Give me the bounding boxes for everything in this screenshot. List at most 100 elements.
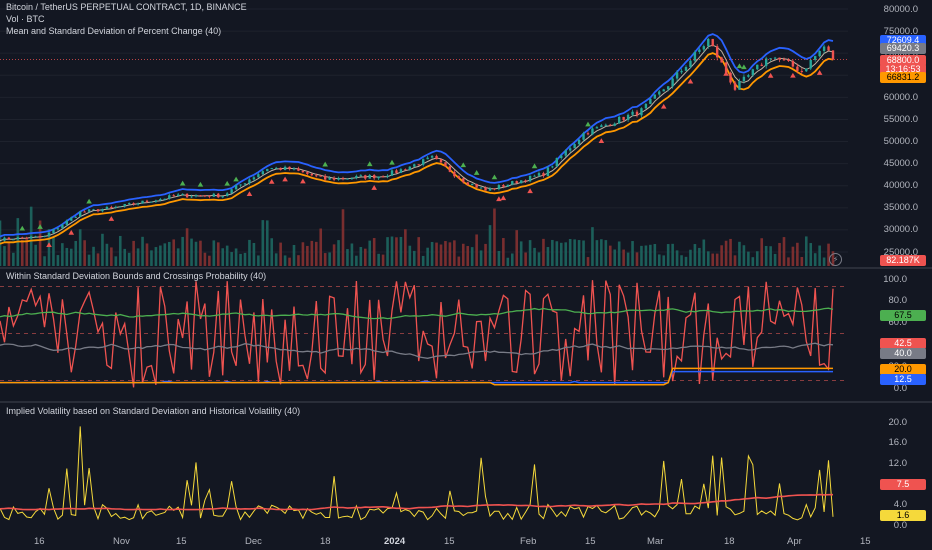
volume-bar (769, 246, 772, 266)
prob-green-tag: 67.5 (880, 310, 926, 321)
volume-bar (747, 251, 750, 266)
price-axis-label: 50000.0 (883, 136, 918, 148)
volume-bar (577, 240, 581, 266)
candle-body (649, 98, 652, 104)
candle-body (822, 46, 826, 51)
volume-bar (101, 233, 104, 266)
signal-triangle (527, 188, 533, 194)
volume-bar (301, 242, 305, 266)
candle-body (595, 127, 599, 129)
volume-bar (92, 246, 95, 266)
time-axis-label: 16 (34, 536, 45, 547)
candle-body (270, 168, 273, 170)
time-axis-label: Nov (113, 536, 130, 547)
volume-bar (559, 242, 563, 266)
volume-bar (591, 227, 594, 266)
volume-bar (617, 241, 621, 266)
candle-body (56, 228, 60, 230)
candle-body (546, 167, 550, 177)
volume-bar (61, 243, 64, 266)
volume-bar (194, 241, 198, 266)
volume-bar (720, 245, 723, 266)
indicator-legend[interactable]: Mean and Standard Deviation of Percent C… (6, 26, 222, 36)
signal-triangle (366, 161, 373, 167)
prob-gray-tag: 40.0 (880, 348, 926, 359)
lower-cross-line (0, 367, 833, 386)
settings-icon[interactable]: ⚡ (829, 253, 842, 266)
volume-bar (172, 239, 176, 266)
volume-bar (586, 257, 590, 266)
candle-body (689, 60, 692, 68)
candle-body (809, 59, 812, 69)
volume-bar (417, 237, 421, 266)
candle-body (604, 124, 608, 126)
signal-triangle (68, 229, 75, 235)
symbol-title[interactable]: Bitcoin / TetherUS PERPETUAL CONTRACT, 1… (6, 2, 247, 12)
volume-bar (671, 243, 674, 266)
signal-triangle (86, 198, 92, 204)
time-axis-label: 15 (176, 536, 187, 547)
candle-body (479, 187, 483, 189)
candles (3, 37, 835, 242)
signal-triangle (322, 161, 328, 167)
candle-body (448, 166, 452, 172)
signal-triangle (496, 196, 502, 202)
candle-body (199, 195, 202, 197)
signal-triangle (767, 72, 774, 78)
time-axis-label: Mar (647, 536, 664, 547)
candle-body (212, 193, 216, 197)
candle-body (555, 158, 559, 167)
volume-bar (533, 247, 536, 266)
volume-bar (573, 239, 576, 266)
candle-body (435, 155, 438, 160)
volume-bar (25, 237, 29, 266)
volume-legend[interactable]: Vol · BTC (6, 14, 45, 24)
signal-triangle (790, 72, 796, 78)
candle-body (141, 200, 144, 204)
volume-bar (568, 238, 572, 266)
candle-body (279, 167, 282, 170)
mean-tag: 69420.3 (880, 43, 926, 54)
volatility-pane-title[interactable]: Implied Volatility based on Standard Dev… (6, 406, 301, 416)
price-axis-label: 25000.0 (883, 246, 918, 258)
candle-body (519, 180, 523, 184)
volume-bar (110, 247, 113, 266)
candle-body (230, 189, 233, 194)
candle-body (453, 171, 456, 177)
signal-triangle (816, 70, 823, 75)
volume-bar (12, 252, 15, 266)
signal-triangle (371, 185, 377, 190)
volume-bar (796, 242, 799, 266)
candle-body (355, 175, 358, 179)
volume-bar (350, 243, 354, 266)
volume-bar (675, 250, 679, 266)
candle-body (114, 206, 118, 208)
candle-body (466, 182, 469, 185)
volume-bar (261, 220, 265, 266)
price-axis-label: 45000.0 (883, 158, 918, 170)
volume-bar (257, 255, 260, 266)
candle-body (47, 233, 51, 236)
candle-body (640, 108, 643, 116)
candle-body (261, 171, 265, 175)
candle-body (163, 198, 167, 200)
probability-axis-label: 60.0 (888, 317, 908, 329)
lower-band-line (0, 52, 834, 245)
volume-bar (176, 248, 180, 266)
volume-bar (698, 247, 701, 266)
volume-bar (230, 252, 233, 266)
candle-body (622, 116, 625, 120)
candle-body (653, 94, 657, 99)
volume-bar (292, 244, 296, 266)
volume-bar (684, 256, 688, 266)
volume-bar (248, 239, 251, 266)
probability-pane-title[interactable]: Within Standard Deviation Bounds and Cro… (6, 271, 267, 281)
time-axis-label: 18 (724, 536, 735, 547)
signal-triangle (389, 159, 395, 165)
candle-body (395, 170, 398, 173)
volume-bar (453, 240, 456, 266)
volume-bar (216, 242, 220, 266)
volume-bar (323, 253, 327, 266)
candle-body (542, 173, 545, 177)
